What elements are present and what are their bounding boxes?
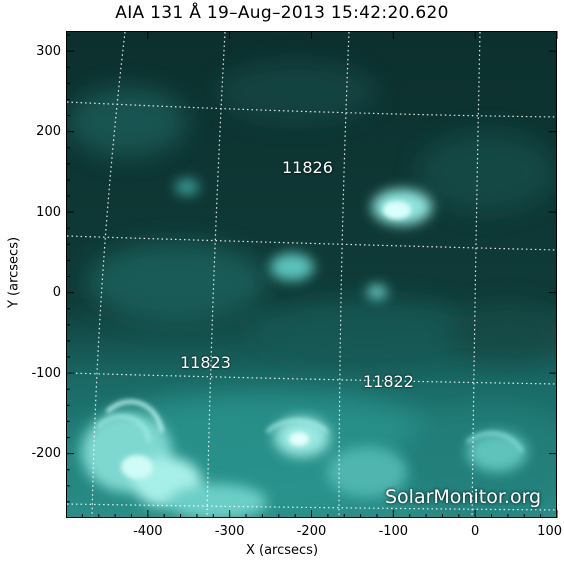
y-tick-label: -200 [31, 446, 61, 462]
image-title: AIA 131 Å 19–Aug–2013 15:42:20.620 [115, 3, 449, 23]
solar-emission-picture [67, 32, 556, 517]
watermark: SolarMonitor.org [385, 486, 542, 508]
x-tick-label: -100 [378, 524, 409, 539]
x-tick-label: -200 [296, 524, 327, 539]
x-tick-label: -300 [214, 524, 245, 539]
active-region-label: 11823 [180, 353, 231, 372]
active-region-label: 11822 [363, 372, 414, 391]
x-axis-label: X (arcsecs) [245, 543, 319, 558]
y-tick-label: 100 [36, 204, 61, 220]
y-tick-label: 300 [36, 43, 61, 59]
y-tick-label: 200 [36, 124, 61, 140]
y-tick-label: 0 [52, 285, 61, 301]
y-tick-label: -100 [31, 365, 61, 381]
x-tick-label: -400 [133, 524, 163, 539]
active-region-label: 11826 [282, 158, 333, 177]
x-tick-label: 0 [471, 524, 480, 539]
y-axis-label: Y (arcsecs) [6, 236, 22, 309]
solar-image: 11826 11823 11822 [66, 31, 557, 518]
x-tick-label: 100 [537, 524, 562, 539]
